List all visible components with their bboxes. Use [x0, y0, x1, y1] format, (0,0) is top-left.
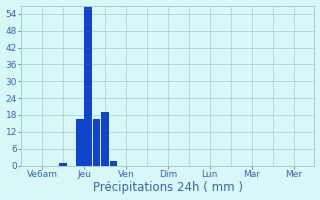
Bar: [101, 112, 109, 166]
X-axis label: Précipitations 24h ( mm ): Précipitations 24h ( mm ): [93, 181, 243, 194]
Bar: [76, 119, 84, 166]
Bar: [59, 163, 67, 166]
Bar: [84, 6, 92, 166]
Bar: [110, 161, 117, 166]
Bar: [93, 119, 100, 166]
